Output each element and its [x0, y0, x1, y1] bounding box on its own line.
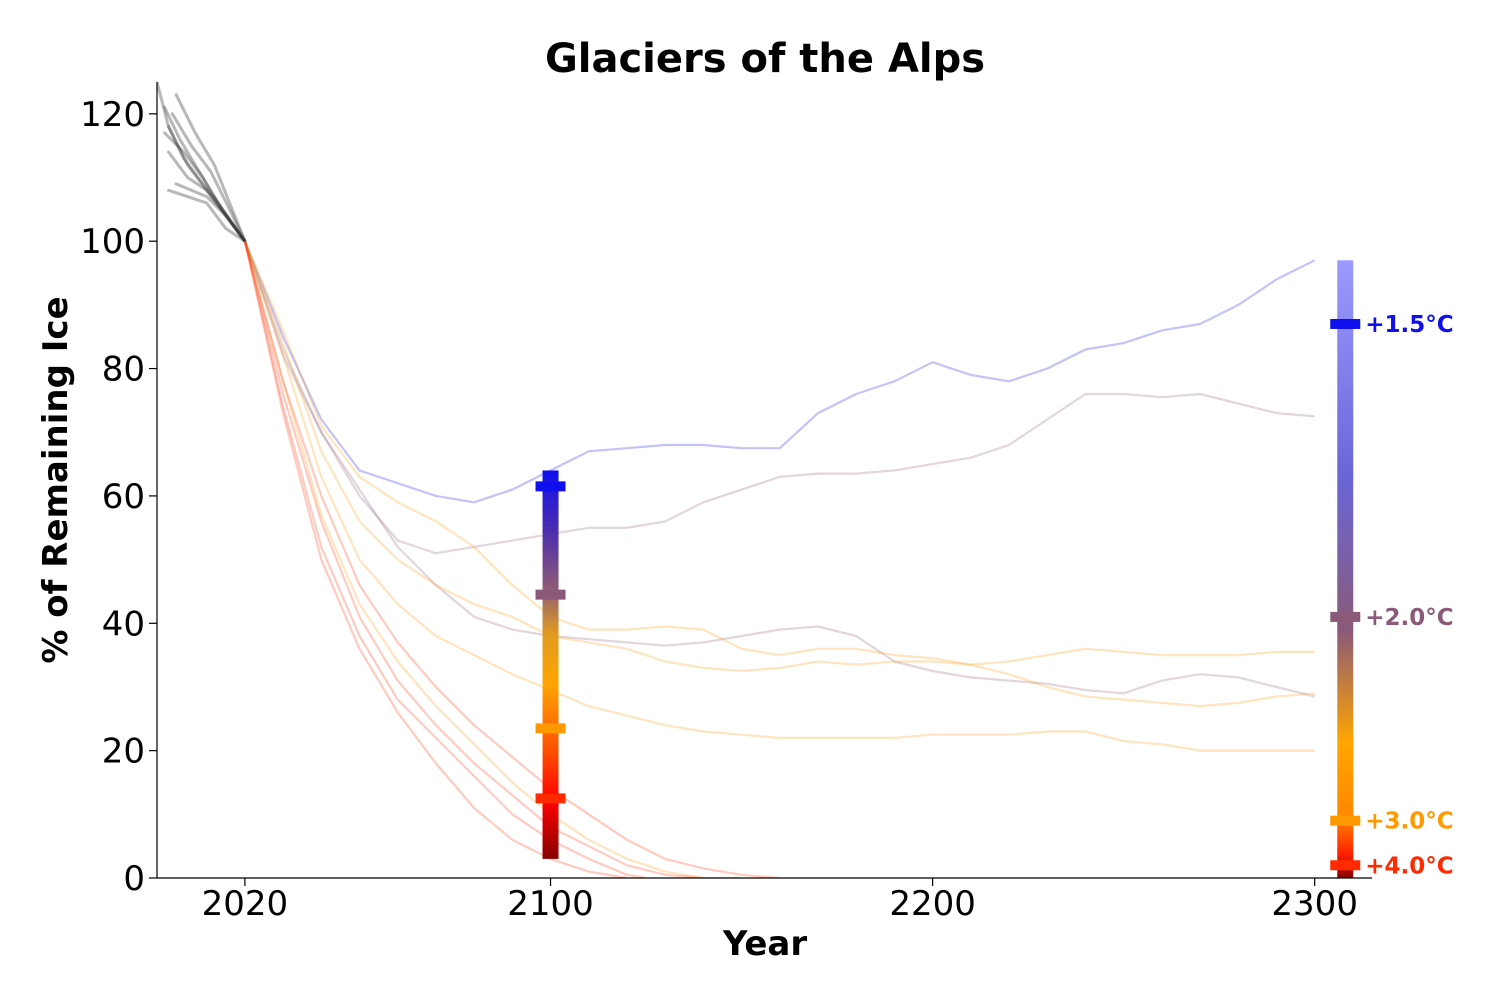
plot-area: +1.5°C +2.0°C +3.0°C +4.0°C 2020 2100 2200 2300… — [80, 82, 1454, 924]
x-tick-label-2100: 2100 — [507, 884, 594, 924]
bar-2300-marker-c15 — [1330, 318, 1361, 329]
bar-2300-label-c30: +3.0°C — [1365, 809, 1453, 835]
projection-line-c30-4 — [243, 240, 1315, 673]
bar-2100-range — [542, 470, 559, 859]
history-line-1 — [163, 106, 247, 243]
bar-2100-marker-c20 — [535, 589, 566, 600]
projection-line-c30-5 — [243, 240, 1315, 752]
y-tick-label-60: 60 — [102, 477, 145, 517]
bar-2300-label-c20: +2.0°C — [1365, 605, 1453, 631]
bar-2100-marker-c40 — [535, 793, 566, 804]
bar-2100-marker-c15 — [535, 481, 566, 492]
y-tick-label-40: 40 — [102, 604, 145, 644]
projection-line-c20-1 — [243, 240, 1315, 555]
y-tick-label-100: 100 — [80, 222, 145, 262]
bar-2300-marker-c20 — [1330, 611, 1361, 622]
bar-2100-marker-c30 — [535, 723, 566, 734]
history-line-3 — [167, 150, 247, 243]
projection-line-c30-3 — [243, 240, 1315, 708]
x-tick-label-2300: 2300 — [1271, 884, 1358, 924]
projection-line-c40-8 — [243, 240, 704, 878]
history-line-7 — [167, 188, 247, 243]
bar-2300-label-c15: +1.5°C — [1365, 312, 1453, 338]
history-line-6 — [174, 182, 247, 243]
y-tick-label-20: 20 — [102, 732, 145, 772]
x-tick-label-2020: 2020 — [202, 884, 289, 924]
history-line-8 — [174, 93, 247, 243]
projection-line-c40-7 — [243, 240, 780, 878]
y-tick-label-120: 120 — [80, 95, 145, 135]
projection-line-c40-9 — [243, 240, 647, 878]
y-axis-label: % of Remaining Ice — [36, 296, 76, 663]
projection-line-c20-2 — [243, 240, 1315, 698]
chart-title: Glaciers of the Alps — [545, 36, 985, 82]
x-axis-label: Year — [722, 924, 808, 964]
history-line-0 — [157, 82, 247, 243]
bar-2300-marker-c40 — [1330, 860, 1361, 871]
bar-2300-range — [1337, 260, 1354, 879]
bar-2300-label-c40: +4.0°C — [1365, 853, 1453, 879]
history-line-2 — [163, 131, 247, 243]
projection-line-c40-10 — [243, 240, 628, 878]
y-tick-label-80: 80 — [102, 350, 145, 390]
y-tick-label-0: 0 — [123, 859, 145, 899]
bar-2300-marker-c30 — [1330, 815, 1361, 826]
history-line-4 — [167, 125, 247, 243]
projection-line-c15-0 — [243, 240, 1316, 504]
projection-line-c30-6 — [243, 240, 742, 878]
history-line-5 — [170, 112, 247, 243]
x-tick-label-2200: 2200 — [889, 884, 976, 924]
